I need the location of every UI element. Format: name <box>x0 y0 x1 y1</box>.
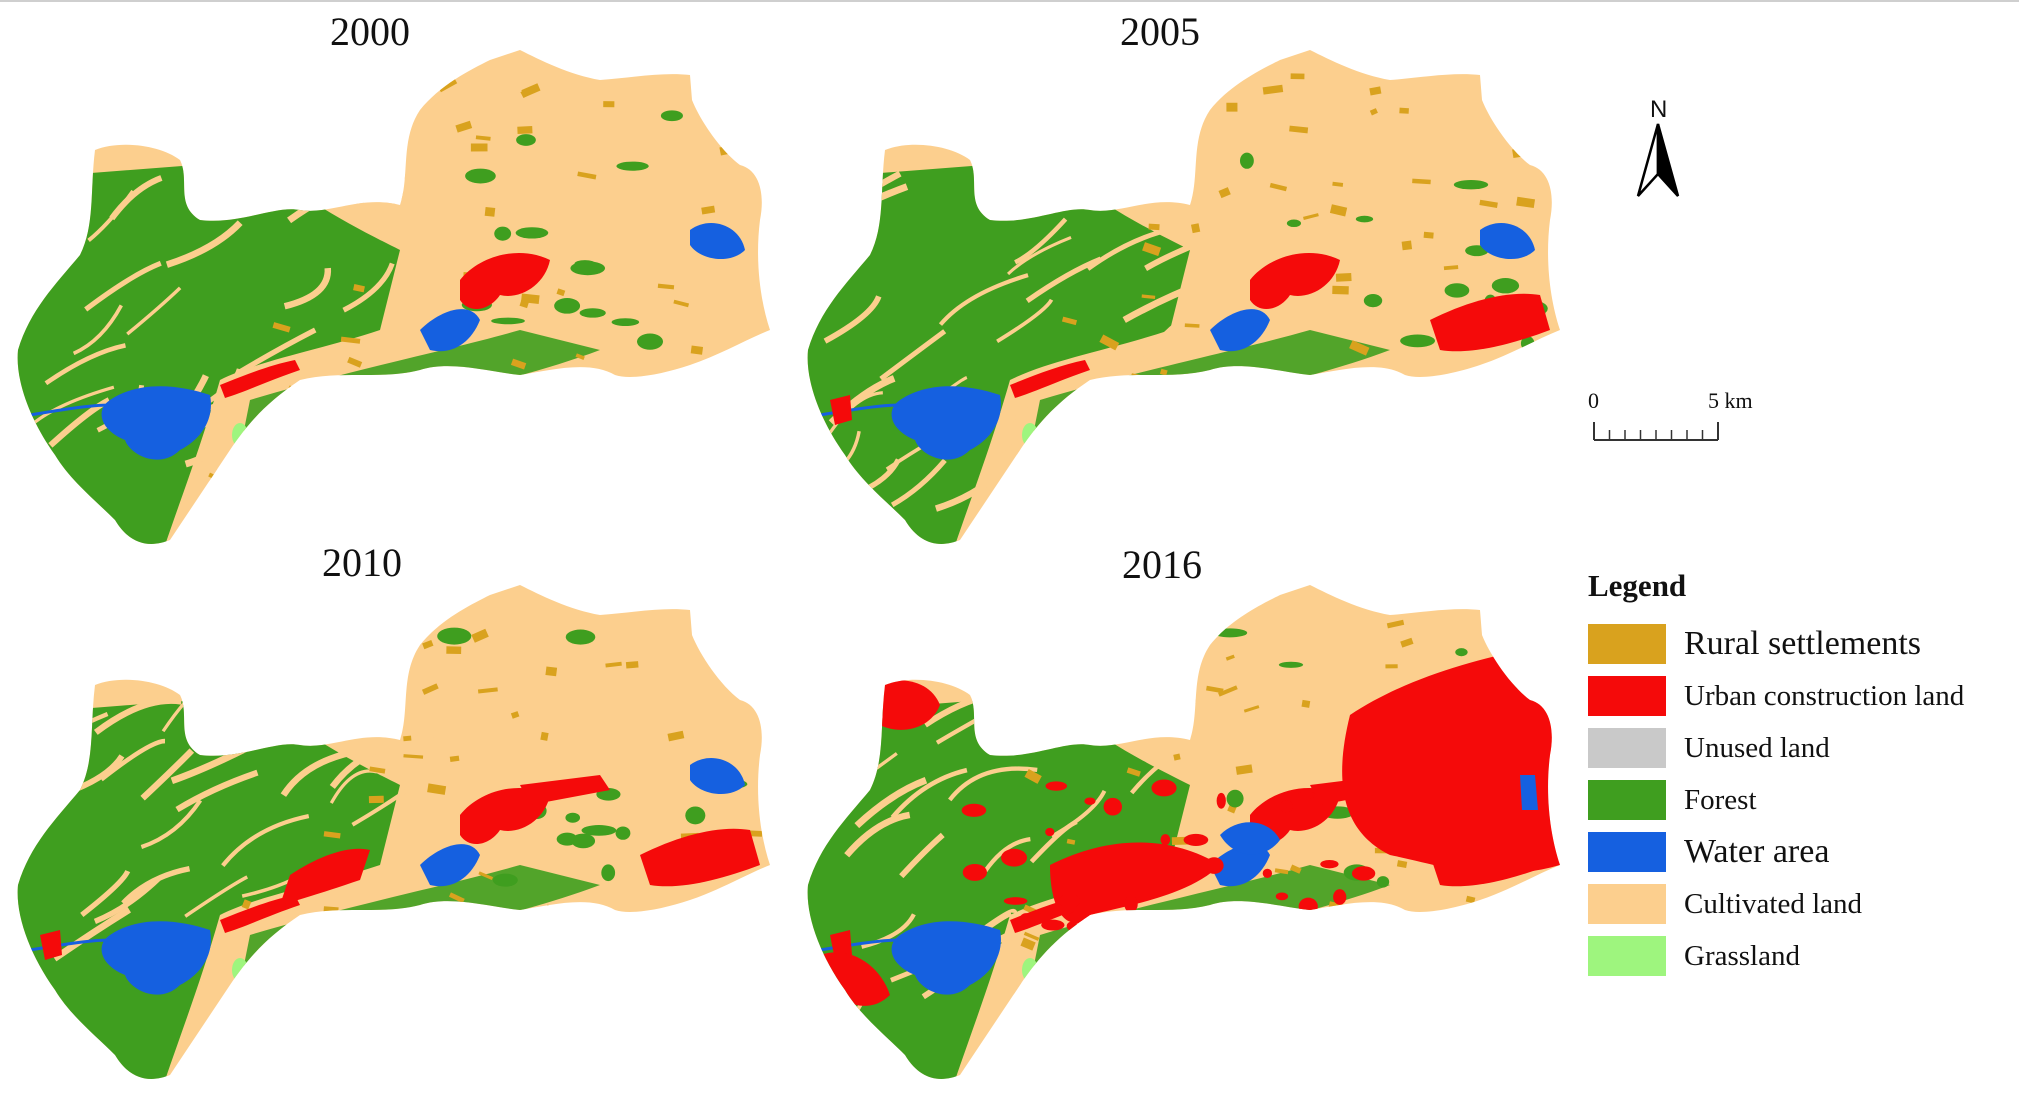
land-use-map <box>0 0 800 560</box>
map-panel-2016: 2016 <box>790 535 1590 1095</box>
map-panel-2005: 2005 <box>790 0 1590 560</box>
north-arrow-icon <box>1628 96 1688 206</box>
legend-label: Urban construction land <box>1684 680 1964 713</box>
legend-swatch <box>1588 676 1666 716</box>
land-use-map <box>790 535 1590 1095</box>
legend-label: Unused land <box>1684 732 1830 765</box>
legend-item-rural-settlements: Rural settlements <box>1588 618 1964 670</box>
legend-title: Legend <box>1588 568 1964 604</box>
legend-label: Rural settlements <box>1684 625 1921 663</box>
map-panel-2000: 2000 <box>0 0 800 560</box>
legend-item-grassland: Grassland <box>1588 930 1964 982</box>
legend-label: Grassland <box>1684 940 1800 973</box>
legend-swatch <box>1588 832 1666 872</box>
legend-swatch <box>1588 780 1666 820</box>
legend-label: Water area <box>1684 833 1829 871</box>
legend-item-cultivated-land: Cultivated land <box>1588 878 1964 930</box>
legend-swatch <box>1588 728 1666 768</box>
scale-bar <box>1590 400 1790 460</box>
legend-swatch <box>1588 884 1666 924</box>
legend-label: Forest <box>1684 784 1757 817</box>
legend: Legend Rural settlements Urban construct… <box>1588 568 1964 982</box>
legend-item-unused-land: Unused land <box>1588 722 1964 774</box>
legend-swatch <box>1588 624 1666 664</box>
legend-item-urban-construction-land: Urban construction land <box>1588 670 1964 722</box>
legend-item-forest: Forest <box>1588 774 1964 826</box>
legend-label: Cultivated land <box>1684 888 1862 921</box>
land-use-map <box>0 535 800 1095</box>
legend-item-water-area: Water area <box>1588 826 1964 878</box>
legend-swatch <box>1588 936 1666 976</box>
land-use-map <box>790 0 1590 560</box>
map-panel-2010: 2010 <box>0 535 800 1095</box>
